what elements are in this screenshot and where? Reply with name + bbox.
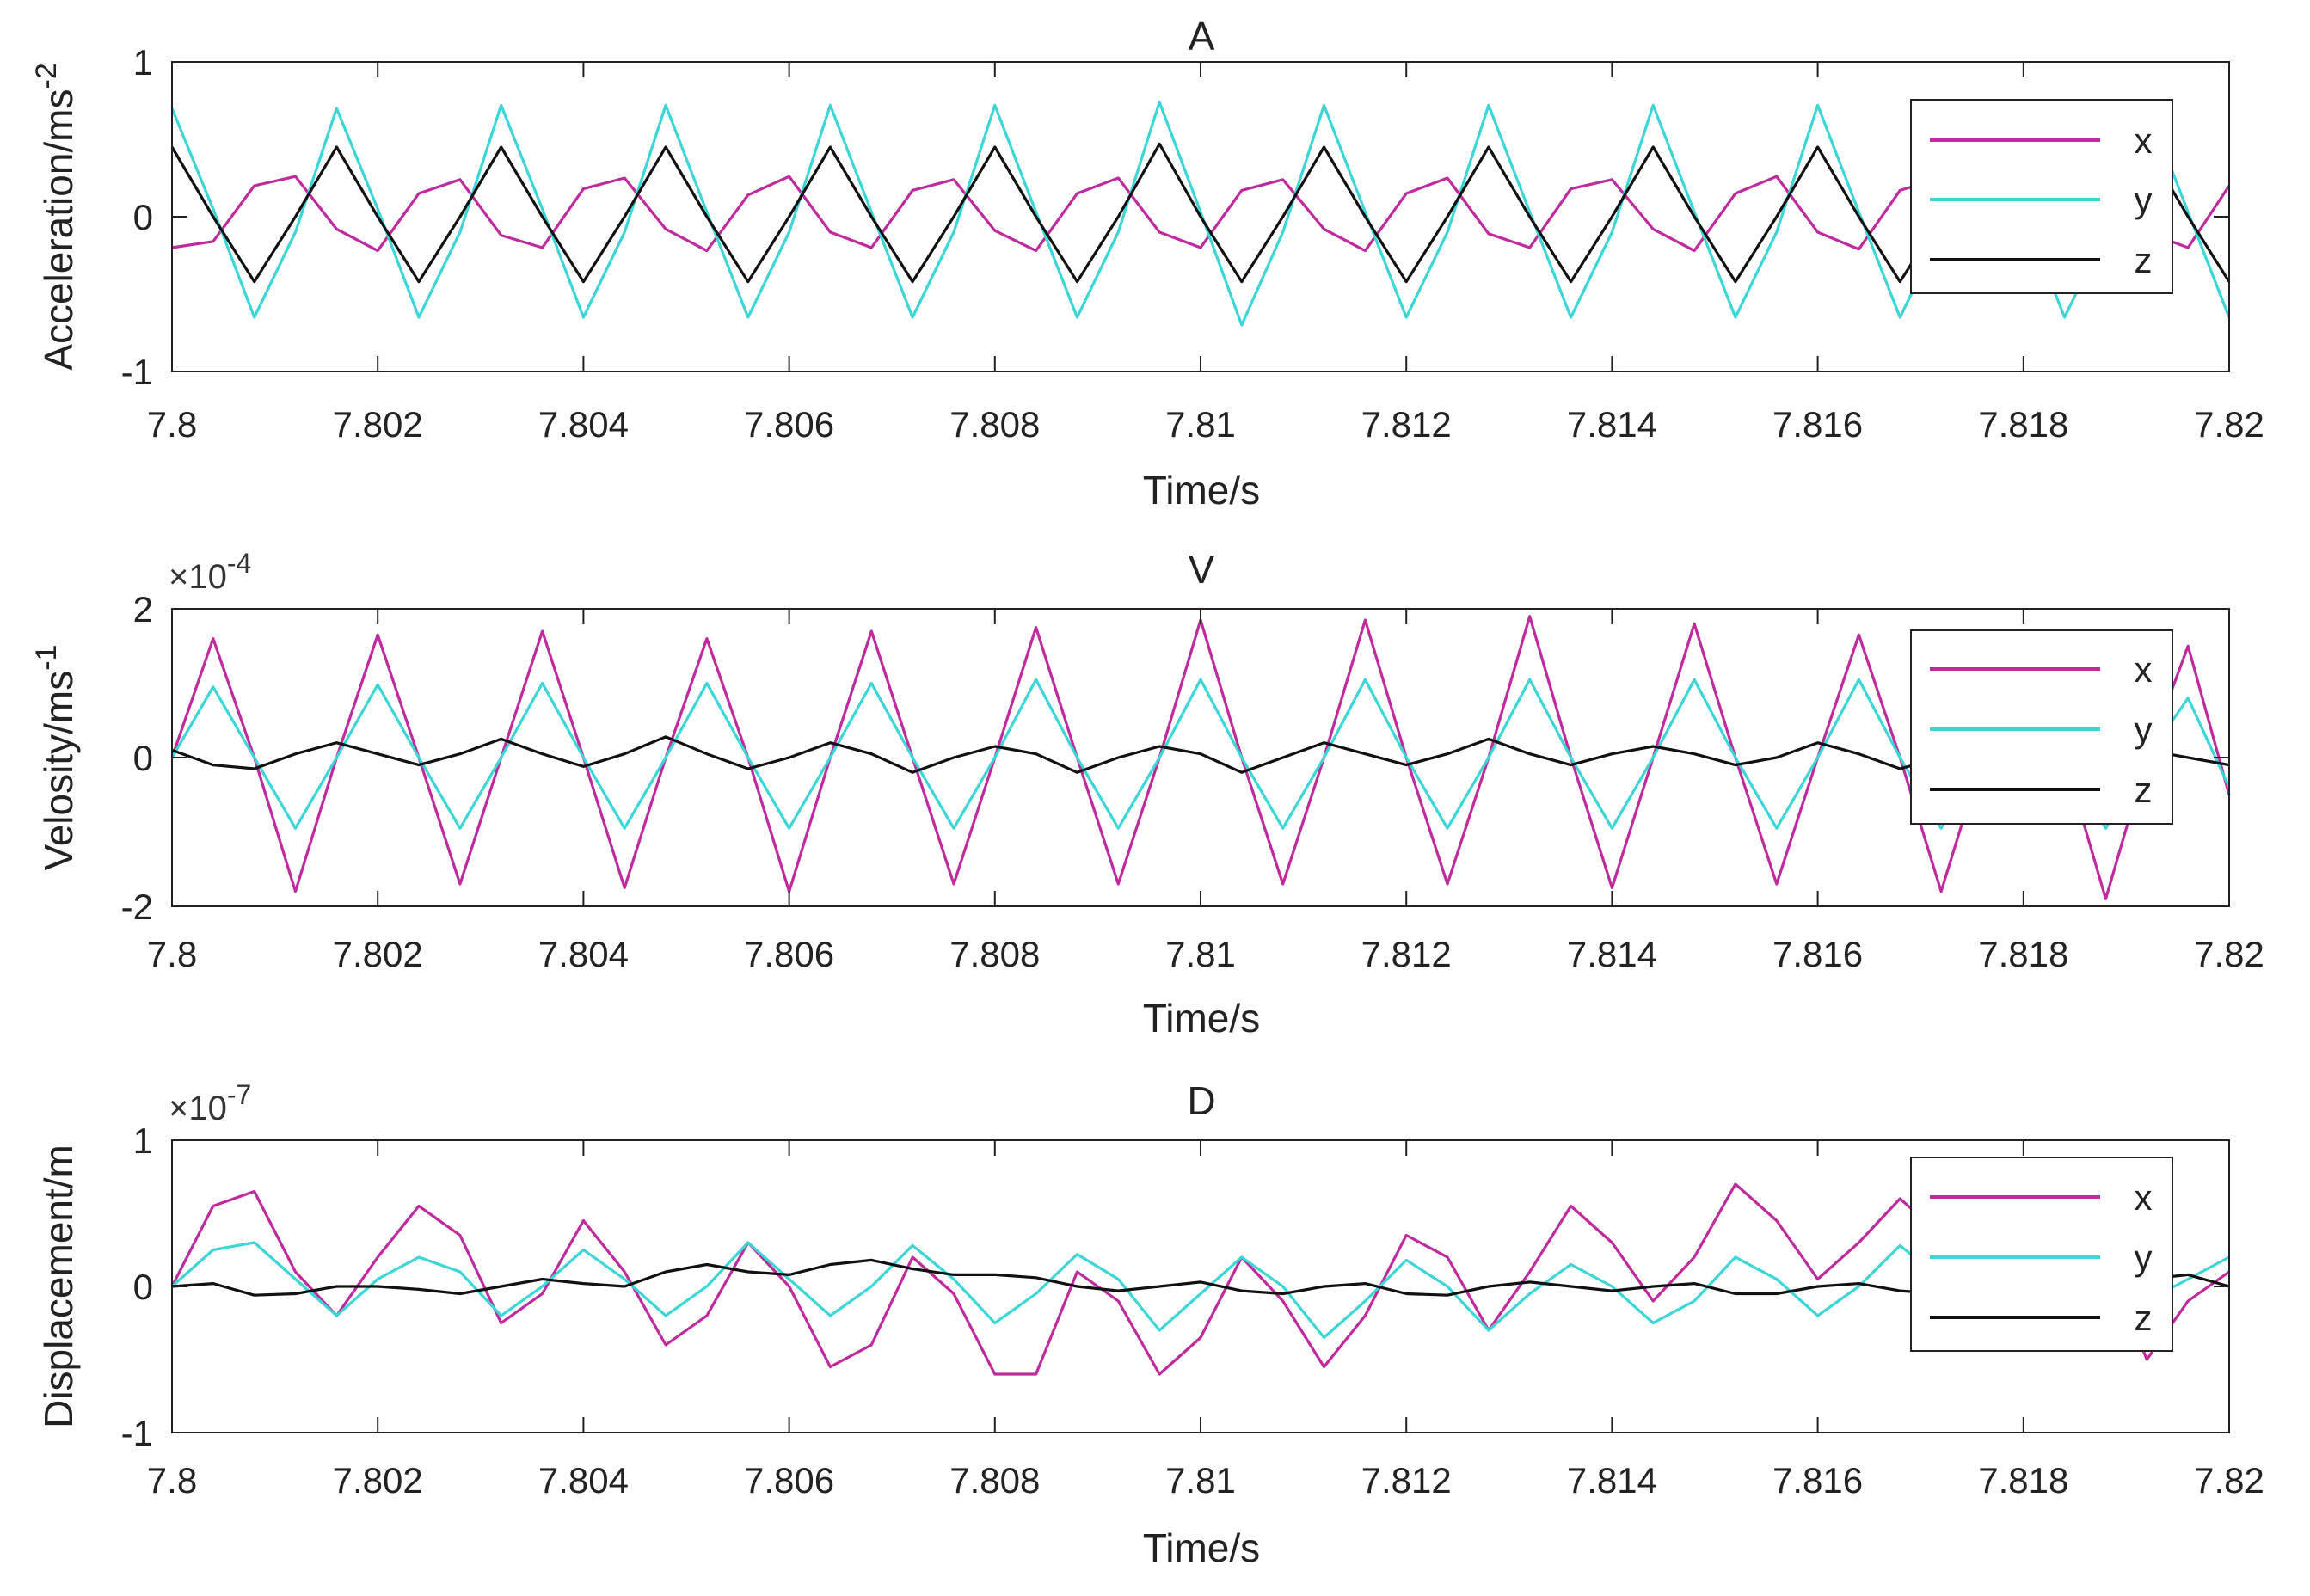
panel-a-title: A <box>1189 14 1215 58</box>
panel-v-title: V <box>1189 547 1215 592</box>
panel-a-xtick-label: 7.802 <box>333 404 423 445</box>
panel-a-xtick-label: 7.814 <box>1567 404 1657 445</box>
panel-d-xtick-label: 7.808 <box>949 1460 1040 1501</box>
panel-a-legend: x y z <box>1910 99 2173 294</box>
panel-v-xtick-label: 7.816 <box>1772 934 1863 974</box>
panel-v-legend-label-y: y <box>2135 709 2153 750</box>
panel-v-series-z-line <box>171 735 2230 774</box>
panel-a-series-z-line <box>170 142 2231 284</box>
panel-d-xtick-label: 7.812 <box>1361 1460 1452 1501</box>
panel-v-xtick-label: 7.82 <box>2194 934 2264 974</box>
panel-a-ytick-label: 0 <box>133 197 153 237</box>
panel-d-xtick-label: 7.816 <box>1772 1460 1863 1501</box>
panel-v-legend-label-x: x <box>2135 649 2153 690</box>
panel-a-legend-box <box>1910 99 2173 294</box>
panel-a-xtick-label: 7.818 <box>1978 404 2068 445</box>
panel-d-xtick-label: 7.818 <box>1978 1460 2068 1501</box>
panel-v-legend-box <box>1910 629 2173 825</box>
panel-a-xtick-label: 7.804 <box>538 404 629 445</box>
panel-v-legend-label-z: z <box>2135 770 2153 810</box>
panel-v-xtick-label: 7.8 <box>147 934 197 974</box>
panel-v-xtick-label: 7.818 <box>1978 934 2068 974</box>
panel-d-xtick-label: 7.814 <box>1567 1460 1657 1501</box>
panel-a-ytick-label: 1 <box>133 42 153 83</box>
panel-v-xtick-label: 7.81 <box>1165 934 1236 974</box>
panel-d-ytick-label: -1 <box>121 1413 153 1453</box>
panel-a-legend-label-x: x <box>2135 120 2153 161</box>
panel-d-xtick-label: 7.802 <box>333 1460 423 1501</box>
panel-a-ylabel: Acceleration/ms-2 <box>30 63 81 370</box>
panel-a-legend-label-z: z <box>2135 240 2153 280</box>
panel-d-xtick-label: 7.806 <box>744 1460 834 1501</box>
panel-v-ytick-label: 0 <box>133 738 153 778</box>
panel-a-xtick-label: 7.8 <box>147 404 197 445</box>
panel-a-xtick-label: 7.806 <box>744 404 834 445</box>
panel-a-ytick-label: -1 <box>121 352 153 392</box>
panel-d-xlabel: Time/s <box>1143 1525 1260 1570</box>
panel-v-exponent: ×10-4 <box>169 548 251 596</box>
panel-d-series <box>170 1182 2230 1376</box>
panel-v-xtick-label: 7.806 <box>744 934 834 974</box>
panel-v-ytick-label: -2 <box>121 887 153 927</box>
panel-a-series-x-line <box>171 175 2231 253</box>
panel-d-legend-label-z: z <box>2135 1298 2153 1338</box>
panel-d-xtick-label: 7.82 <box>2194 1460 2264 1501</box>
panel-acceleration: A 7.8 7.802 7.804 7.806 7.808 7.81 7.812 7.814 7… <box>30 14 2264 513</box>
panel-d-legend: x y z <box>1910 1157 2173 1352</box>
panel-a-xtick-label: 7.81 <box>1165 404 1236 445</box>
panel-d-ylabel: Displacement/m <box>36 1145 81 1428</box>
panel-v-xtick-label: 7.812 <box>1361 934 1452 974</box>
panel-d-legend-label-x: x <box>2135 1177 2153 1218</box>
panel-a-xlabel: Time/s <box>1143 468 1260 513</box>
panel-a-xtick-label: 7.82 <box>2194 404 2264 445</box>
panel-d-ticks: 7.8 7.802 7.804 7.806 7.808 7.81 7.812 7.814 7.8… <box>121 1120 2264 1501</box>
panel-d-exponent: ×10-7 <box>169 1079 251 1127</box>
panel-a-legend-label-y: y <box>2135 180 2153 220</box>
panel-v-legend: x y z <box>1910 629 2173 825</box>
panel-d-ytick-label: 0 <box>133 1267 153 1307</box>
panel-d-series-z-line <box>171 1258 2230 1297</box>
panel-a-xtick-label: 7.816 <box>1772 404 1863 445</box>
panel-d-series-y-line <box>170 1241 2230 1340</box>
panel-v-ticks: 7.8 7.802 7.804 7.806 7.808 7.81 7.812 7.814 7.8… <box>121 589 2264 974</box>
panel-d-title: D <box>1187 1078 1215 1123</box>
panel-displacement: D ×10-7 7.8 7.802 7.804 7.806 7.808 7.81 7.812… <box>36 1078 2264 1570</box>
panel-d-legend-label-y: y <box>2135 1237 2153 1278</box>
panel-d-xtick-label: 7.81 <box>1165 1460 1236 1501</box>
panel-a-xtick-label: 7.812 <box>1361 404 1452 445</box>
panel-a-ticks: 7.8 7.802 7.804 7.806 7.808 7.81 7.812 7.814 7.8… <box>121 42 2264 445</box>
panel-v-series-y-line <box>170 678 2231 830</box>
panel-a-series-y-line <box>170 101 2231 327</box>
panel-d-legend-box <box>1910 1157 2173 1352</box>
panel-v-ylabel: Velosity/ms-1 <box>30 645 81 871</box>
panel-d-series-x-line <box>170 1182 2230 1376</box>
panel-d-xtick-label: 7.804 <box>538 1460 629 1501</box>
panel-v-ytick-label: 2 <box>133 589 153 629</box>
panel-a-xtick-label: 7.808 <box>949 404 1040 445</box>
panel-a-series <box>170 101 2231 327</box>
panel-d-xtick-label: 7.8 <box>147 1460 197 1501</box>
panel-v-xtick-label: 7.804 <box>538 934 629 974</box>
panel-v-xtick-label: 7.814 <box>1567 934 1657 974</box>
panel-v-xlabel: Time/s <box>1143 996 1260 1040</box>
panel-d-ytick-label: 1 <box>133 1120 153 1161</box>
panel-v-xtick-label: 7.808 <box>949 934 1040 974</box>
panel-v-xtick-label: 7.802 <box>333 934 423 974</box>
panel-velocity: V ×10-4 7.8 7.802 7.804 7.806 7.808 7.81 7.812… <box>30 547 2264 1040</box>
